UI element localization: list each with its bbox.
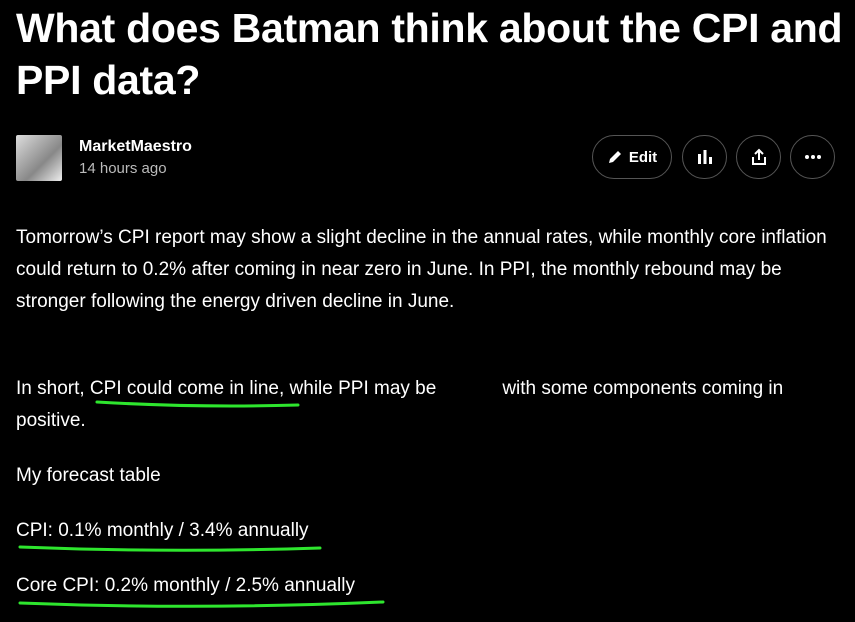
- stats-button[interactable]: [682, 135, 727, 179]
- text: , while PPI may be: [278, 378, 437, 399]
- forecast-line: Core CPI: 0.2% monthly / 2.5% annually: [16, 575, 356, 596]
- text: In short,: [16, 378, 90, 399]
- heading: My forecast table: [16, 465, 161, 486]
- underline: [18, 600, 385, 608]
- forecast-line: CPI: 0.1% monthly / 3.4% annually: [16, 520, 309, 541]
- stats-icon: [697, 150, 712, 164]
- paragraph: Tomorrow’s CPI report may show a slight …: [16, 227, 827, 312]
- avatar[interactable]: [16, 135, 62, 181]
- highlight: CPI could come in line: [89, 378, 279, 399]
- title: What does Batman think about the CPI and…: [16, 5, 843, 103]
- edit-label: Edit: [628, 148, 658, 166]
- edit-button[interactable]: Edit: [592, 135, 672, 179]
- summary: In short, CPI could come in line, while …: [16, 373, 826, 437]
- text: with some components coming in positive.: [16, 378, 784, 431]
- more-icon: [804, 155, 821, 159]
- author[interactable]: MarketMaestro: [79, 138, 192, 155]
- pencil-icon: [608, 151, 621, 163]
- underline: [18, 545, 322, 552]
- share-button[interactable]: [736, 135, 781, 179]
- underline: [95, 400, 300, 408]
- time: 14 hours ago: [79, 160, 167, 177]
- more-button[interactable]: [790, 135, 835, 179]
- share-icon: [751, 148, 766, 165]
